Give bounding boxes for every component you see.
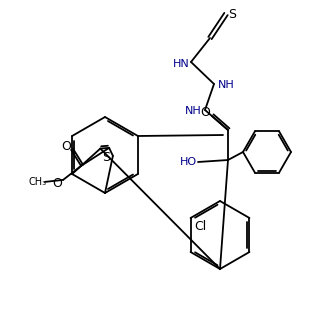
- Text: O: O: [200, 106, 210, 120]
- Text: Cl: Cl: [194, 219, 207, 233]
- Text: HO: HO: [180, 157, 197, 167]
- Text: NH: NH: [184, 106, 201, 116]
- Text: S: S: [102, 151, 110, 164]
- Text: O: O: [52, 177, 62, 190]
- Text: HN: HN: [173, 59, 189, 69]
- Text: S: S: [228, 8, 236, 20]
- Text: CH₃: CH₃: [28, 177, 46, 187]
- Text: O: O: [61, 140, 71, 153]
- Text: NH: NH: [218, 80, 234, 90]
